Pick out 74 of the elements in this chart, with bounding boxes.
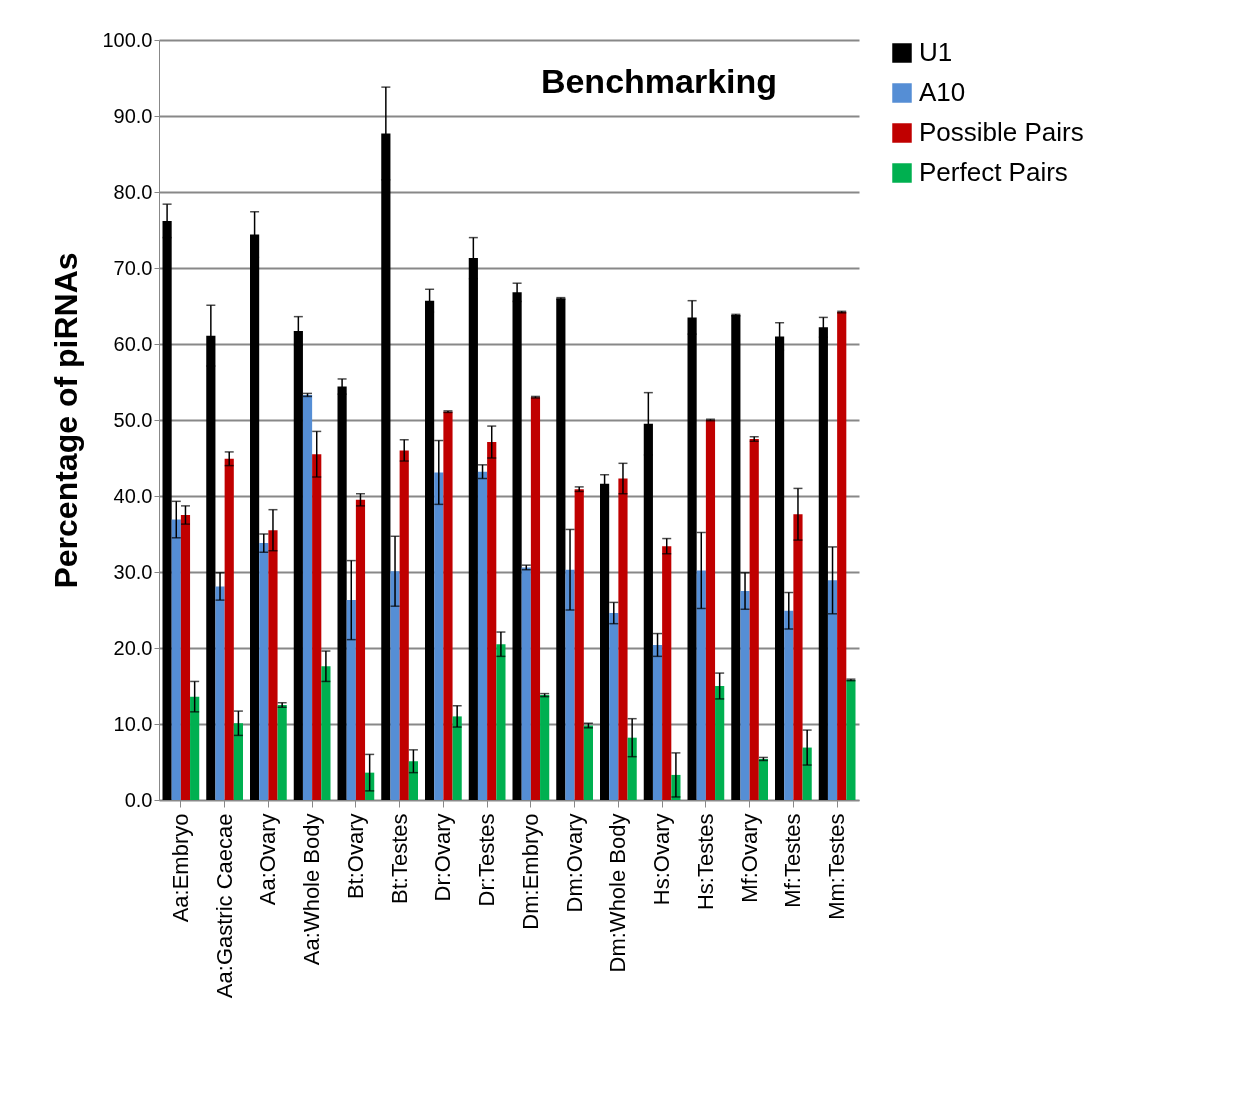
bar (390, 571, 400, 800)
bar (259, 543, 269, 800)
x-tick-label: Aa:Embryo (167, 813, 193, 923)
bar (784, 610, 794, 800)
bar (705, 420, 716, 800)
bar (696, 570, 706, 800)
y-tick-label: 100.0 (102, 28, 153, 51)
y-tick-label: 0.0 (124, 788, 153, 811)
bar (399, 450, 409, 800)
x-tick-label: Hs:Ovary (649, 813, 675, 906)
x-tick-label: Dm:Embryo (517, 813, 543, 930)
y-tick-label: 80.0 (113, 180, 153, 203)
x-tick-label: Dr:Ovary (430, 813, 456, 902)
x-tick-label: Dm:Whole Body (605, 813, 631, 973)
bar (443, 411, 453, 800)
x-tick-label: Aa:Ovary (255, 813, 281, 906)
legend-label: U1 (919, 37, 953, 67)
x-tick-label: Mm:Testes (824, 813, 850, 920)
bar (180, 515, 191, 800)
bar (477, 471, 488, 800)
bar (434, 472, 444, 800)
bar (233, 723, 243, 800)
bar (802, 747, 812, 800)
y-tick-label: 50.0 (113, 408, 153, 431)
legend-label: Possible Pairs (919, 117, 1084, 147)
bar (758, 758, 768, 800)
bar (793, 514, 803, 800)
y-tick-label: 40.0 (113, 484, 153, 507)
bar (827, 580, 838, 800)
bar (487, 442, 497, 800)
bar (190, 696, 200, 800)
bar (224, 458, 234, 800)
bar (565, 569, 575, 800)
bar (609, 613, 619, 800)
y-tick-label: 10.0 (113, 712, 153, 735)
x-tick-label: Bt:Testes (386, 813, 412, 904)
bar (540, 695, 550, 800)
x-tick-label: Aa:Gastric Caecae (211, 813, 237, 999)
bar (321, 666, 331, 800)
bar (662, 546, 672, 800)
x-tick-label: Mf:Testes (780, 813, 806, 908)
bar (355, 499, 366, 800)
bar (215, 586, 225, 800)
x-tick-label: Bt:Ovary (342, 813, 368, 900)
bar (837, 312, 847, 800)
x-tick-label: Dm:Ovary (561, 813, 587, 913)
bar (452, 716, 462, 800)
bar (268, 530, 278, 800)
bar (715, 686, 725, 800)
x-tick-label: Dr:Testes (474, 813, 500, 907)
bar (346, 600, 356, 800)
bar (652, 644, 663, 800)
y-tick-label: 20.0 (113, 636, 153, 659)
bar (312, 454, 322, 800)
bar (618, 478, 628, 800)
bar (530, 397, 541, 800)
bar (846, 679, 856, 800)
x-tick-label: Hs:Testes (692, 813, 718, 911)
bar (408, 761, 418, 800)
y-tick-label: 90.0 (113, 104, 153, 127)
bar (302, 394, 313, 800)
y-tick-label: 60.0 (113, 332, 153, 355)
legend-label: Perfect Pairs (919, 157, 1068, 187)
text: Benchmarking (540, 62, 778, 100)
legend-label: A10 (919, 77, 966, 107)
bar (171, 519, 181, 800)
bar (627, 737, 637, 800)
bar (740, 591, 750, 800)
y-axis-title: Percentage of piRNAs (48, 252, 85, 589)
x-tick-label: Aa:Whole Body (299, 813, 325, 966)
y-tick-label: 30.0 (113, 560, 153, 583)
bar (496, 644, 506, 800)
x-tick-label: Mf:Ovary (736, 813, 762, 903)
y-tick-label: 70.0 (113, 256, 153, 279)
